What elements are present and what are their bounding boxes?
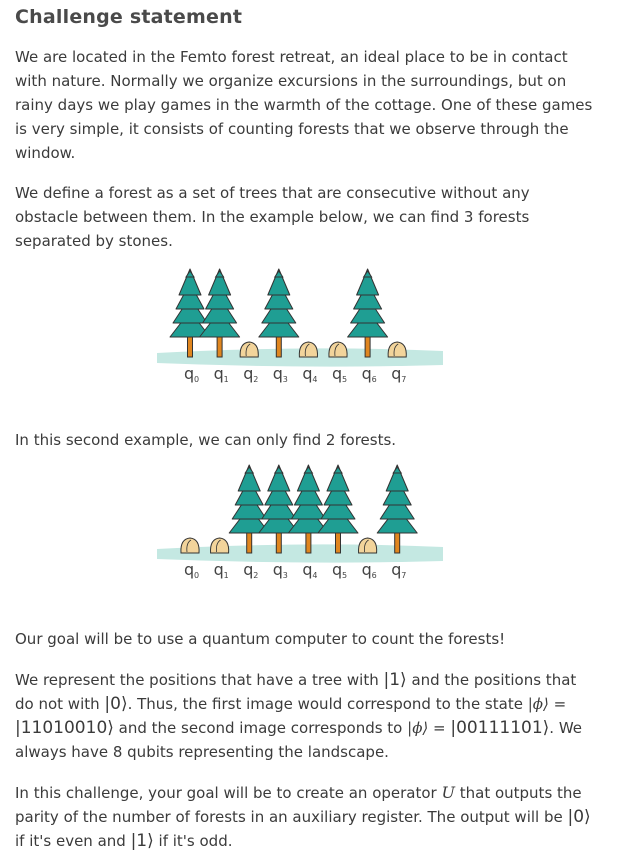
svg-text:q: q [243, 560, 253, 579]
text-segment: and the positions that do not with [15, 671, 577, 713]
svg-text:4: 4 [312, 375, 317, 384]
svg-text:5: 5 [342, 375, 347, 384]
state-two-ket: |00111101⟩ [450, 718, 550, 738]
stone-icon [328, 341, 348, 358]
svg-text:3: 3 [283, 571, 288, 580]
intro-paragraph: We are located in the Femto forest retre… [15, 48, 593, 162]
text-segment: We represent the positions that have a t… [15, 671, 384, 689]
svg-text:q: q [332, 560, 342, 579]
svg-text:1: 1 [224, 375, 229, 384]
svg-text:0: 0 [194, 571, 199, 580]
svg-text:q: q [273, 364, 283, 383]
svg-text:q: q [214, 560, 224, 579]
svg-text:6: 6 [372, 375, 377, 384]
text-segment: that outputs the parity of the number of… [15, 784, 582, 826]
text-segment: In this challenge, your goal will be to … [15, 784, 442, 802]
text-segment: . We always have 8 qubits representing t… [15, 719, 582, 761]
stone-icon [387, 341, 407, 358]
tree-icon [347, 268, 389, 358]
ket-zero: |0⟩ [104, 694, 128, 714]
stone-icon [239, 341, 259, 358]
svg-text:q: q [362, 364, 372, 383]
svg-text:2: 2 [253, 375, 258, 384]
ground-strip [157, 348, 443, 367]
phi-state-1: |ϕ⟩ [527, 695, 549, 713]
svg-text:q: q [302, 560, 312, 579]
stone-icon [210, 537, 230, 554]
svg-text:q: q [273, 560, 283, 579]
svg-text:0: 0 [194, 375, 199, 384]
text-segment: and the second image corresponds to [113, 719, 408, 737]
svg-text:3: 3 [283, 375, 288, 384]
stone-icon [180, 537, 200, 554]
equals-sign: = [428, 719, 451, 737]
svg-text:2: 2 [253, 571, 258, 580]
text-segment: if it's even and [15, 832, 131, 850]
svg-text:q: q [302, 364, 312, 383]
ket-zero: |0⟩ [567, 807, 591, 827]
svg-text:4: 4 [312, 571, 317, 580]
tree-icon [169, 268, 211, 358]
tree-icon [376, 464, 418, 554]
tree-icon [258, 268, 300, 358]
svg-text:q: q [391, 560, 401, 579]
svg-text:5: 5 [342, 571, 347, 580]
tree-icon [258, 464, 300, 554]
svg-text:7: 7 [401, 571, 406, 580]
svg-text:q: q [332, 364, 342, 383]
stone-icon [298, 341, 318, 358]
text-segment: if it's odd. [153, 832, 233, 850]
challenge-goal-paragraph: In this challenge, your goal will be to … [15, 781, 595, 853]
tree-icon [287, 464, 329, 554]
svg-text:q: q [214, 364, 224, 383]
equals-sign: = [548, 695, 567, 713]
page-title: Challenge statement [15, 6, 243, 28]
ket-one: |1⟩ [130, 831, 154, 851]
svg-text:q: q [184, 364, 194, 383]
representation-paragraph: We represent the positions that have a t… [15, 668, 595, 764]
svg-text:q: q [243, 364, 253, 383]
state-one-ket: |11010010⟩ [15, 718, 114, 738]
svg-text:q: q [391, 364, 401, 383]
phi-state-2: |ϕ⟩ [407, 719, 429, 737]
goal-paragraph: Our goal will be to use a quantum comput… [15, 630, 506, 648]
operator-u: U [441, 783, 455, 802]
stone-icon [358, 537, 378, 554]
svg-text:6: 6 [372, 571, 377, 580]
challenge-content: Challenge statement We are located in th… [15, 0, 595, 853]
tree-icon [228, 464, 270, 554]
tree-icon [317, 464, 359, 554]
forest-definition-paragraph: We define a forest as a set of trees tha… [15, 184, 530, 250]
text-segment: . Thus, the first image would correspond… [127, 695, 528, 713]
second-example-paragraph: In this second example, we can only find… [15, 431, 397, 449]
svg-text:q: q [362, 560, 372, 579]
tree-icon [199, 268, 241, 358]
svg-text:q: q [184, 560, 194, 579]
svg-text:1: 1 [224, 571, 229, 580]
ket-one: |1⟩ [383, 670, 407, 690]
svg-text:7: 7 [401, 375, 406, 384]
